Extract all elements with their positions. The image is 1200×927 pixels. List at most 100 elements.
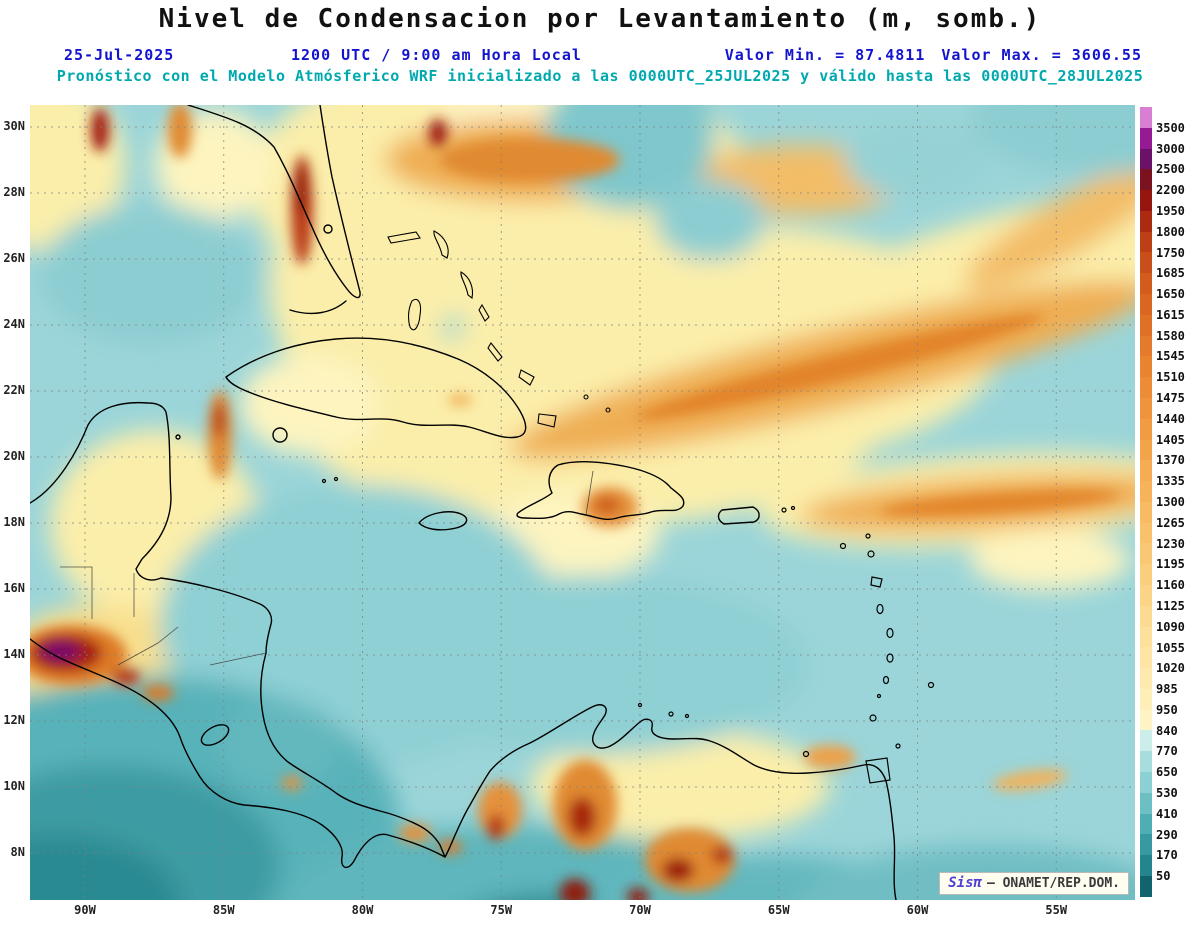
lon-tick: 80W: [351, 903, 374, 917]
value-min: Valor Min. = 87.4811: [724, 46, 926, 64]
lon-tick: 60W: [906, 903, 929, 917]
colorbar-tick-label: 950: [1156, 702, 1178, 717]
colorbar-tick-label: 1615: [1156, 307, 1185, 322]
header-line-2: 25-Jul-2025 1200 UTC / 9:00 am Hora Loca…: [0, 46, 1200, 65]
lat-tick: 10N: [3, 779, 25, 793]
colorbar-cell: [1140, 855, 1152, 876]
watermark-brand: Sisπ: [948, 875, 982, 891]
colorbar-tick-label: 1800: [1156, 224, 1185, 239]
colorbar-tick-label: 3500: [1156, 120, 1185, 135]
lake-nicaragua: [200, 724, 230, 746]
country-borders: [60, 470, 594, 666]
colorbar-tick-label: 1545: [1156, 349, 1185, 364]
colorbar-tick-label: 1440: [1156, 411, 1185, 426]
colorbar-tick-label: 1300: [1156, 495, 1185, 509]
lat-tick: 16N: [3, 581, 25, 595]
colorbar-cell: [1140, 148, 1152, 170]
colorbar-cell: [1140, 273, 1152, 295]
lat-tick: 8N: [10, 845, 25, 859]
colorbar-tick-label: 1475: [1156, 391, 1185, 406]
forecast-description: Pronóstico con el Modelo Atmósferico WRF…: [56, 67, 1144, 85]
colorbar-cell: [1140, 772, 1152, 793]
colorbar-cell: [1140, 231, 1152, 253]
colorbar-cell: [1140, 875, 1152, 897]
colorbar-cell: [1140, 107, 1152, 128]
colorbar-cell: [1140, 709, 1152, 731]
colorbar-tick-label: 1195: [1156, 557, 1185, 572]
colorbar-cell: [1140, 501, 1152, 523]
cuba-coast: [225, 337, 527, 439]
colorbar-tick-label: 985: [1156, 682, 1178, 697]
mainland-pacific-coast: [30, 638, 446, 868]
coastlines: [30, 105, 897, 900]
colorbar-tick-label: 50: [1156, 869, 1171, 884]
colorbar: 3500 3000 2500 2200 1950 1800 1750 1685 1650 1615…: [1140, 107, 1198, 897]
colorbar-tick-label: 1230: [1156, 536, 1185, 551]
cozumel-island: [175, 434, 181, 440]
puerto-rico-coast: [717, 506, 760, 525]
lon-tick: 65W: [767, 903, 790, 917]
colorbar-cell: [1140, 335, 1152, 357]
lat-tick: 20N: [3, 449, 25, 463]
page-title: Nivel de Condensacion por Levantamiento …: [158, 4, 1042, 34]
minmax-values: Valor Min. = 87.4811 Valor Max. = 3606.5…: [725, 46, 1142, 64]
colorbar-cell: [1140, 626, 1152, 648]
colorbar-cell: [1140, 543, 1152, 565]
map-area: Sisπ – ONAMET/REP.DOM.: [30, 105, 1135, 900]
colorbar-cell: [1140, 460, 1152, 482]
colorbar-tick-label: 1335: [1156, 474, 1185, 489]
colorbar-labels: 3500 3000 2500 2200 1950 1800 1750 1685 1650 1615…: [1156, 107, 1198, 897]
lat-tick: 12N: [3, 713, 25, 727]
colorbar-cell: [1140, 397, 1152, 419]
colorbar-cell: [1140, 564, 1152, 585]
colorbar-cell: [1140, 210, 1152, 232]
lat-tick: 30N: [3, 119, 25, 133]
colorbar-tick-label: 1685: [1156, 266, 1185, 281]
lon-tick: 55W: [1045, 903, 1068, 917]
colorbar-tick-label: 1370: [1156, 453, 1185, 468]
colorbar-tick-label: 1950: [1156, 203, 1185, 218]
florida-coast: [187, 105, 361, 299]
colorbar-cell: [1140, 127, 1152, 149]
colorbar-tick-label: 840: [1156, 723, 1178, 738]
colorbar-tick-label: 1750: [1156, 245, 1185, 260]
colorbar-tick-label: 410: [1156, 806, 1178, 821]
colorbar-cell: [1140, 605, 1152, 627]
colorbar-cell: [1140, 751, 1152, 772]
colorbar-tick-label: 3000: [1156, 141, 1185, 156]
lat-tick: 14N: [3, 647, 25, 661]
lat-tick-labels: 30N 28N 26N 24N 22N 20N 18N 16N 14N 12N 10N 8N: [0, 105, 27, 900]
colorbar-tick-label: 2200: [1156, 183, 1185, 198]
colorbar-tick-label: 290: [1156, 827, 1178, 842]
map-canvas: [30, 105, 1135, 900]
watermark: Sisπ – ONAMET/REP.DOM.: [939, 872, 1129, 895]
watermark-text: – ONAMET/REP.DOM.: [986, 876, 1120, 891]
mainland-caribbean-coast: [30, 401, 897, 900]
florida-keys: [289, 300, 347, 315]
lon-tick-labels: 90W 85W 80W 75W 70W 65W 60W 55W: [30, 903, 1135, 921]
lat-tick: 26N: [3, 251, 25, 265]
colorbar-tick-label: 1055: [1156, 640, 1185, 655]
colorbar-cell: [1140, 730, 1152, 752]
colorbar-cell: [1140, 294, 1152, 315]
lon-tick: 90W: [74, 903, 96, 917]
colorbar-cell: [1140, 813, 1152, 835]
lon-tick: 70W: [629, 903, 651, 917]
colorbar-cell: [1140, 834, 1152, 856]
colorbar-tick-label: 1580: [1156, 328, 1185, 343]
colorbar-cell: [1140, 314, 1152, 336]
lat-tick: 18N: [3, 515, 25, 529]
forecast-date: 25-Jul-2025: [64, 46, 175, 64]
colorbar-cell: [1140, 190, 1152, 211]
colorbar-tick-label: 2500: [1156, 162, 1185, 177]
colorbar-cell: [1140, 584, 1152, 606]
colorbar-tick-label: 1265: [1156, 515, 1185, 530]
colorbar-tick-label: 530: [1156, 786, 1178, 801]
colorbar-cell: [1140, 668, 1152, 689]
colorbar-tick-label: 1510: [1156, 370, 1185, 385]
colorbar-tick-label: 1160: [1156, 578, 1185, 593]
isle-of-youth: [272, 427, 288, 443]
colorbar-tick-label: 770: [1156, 744, 1178, 759]
bahamas-islands: [387, 230, 611, 428]
